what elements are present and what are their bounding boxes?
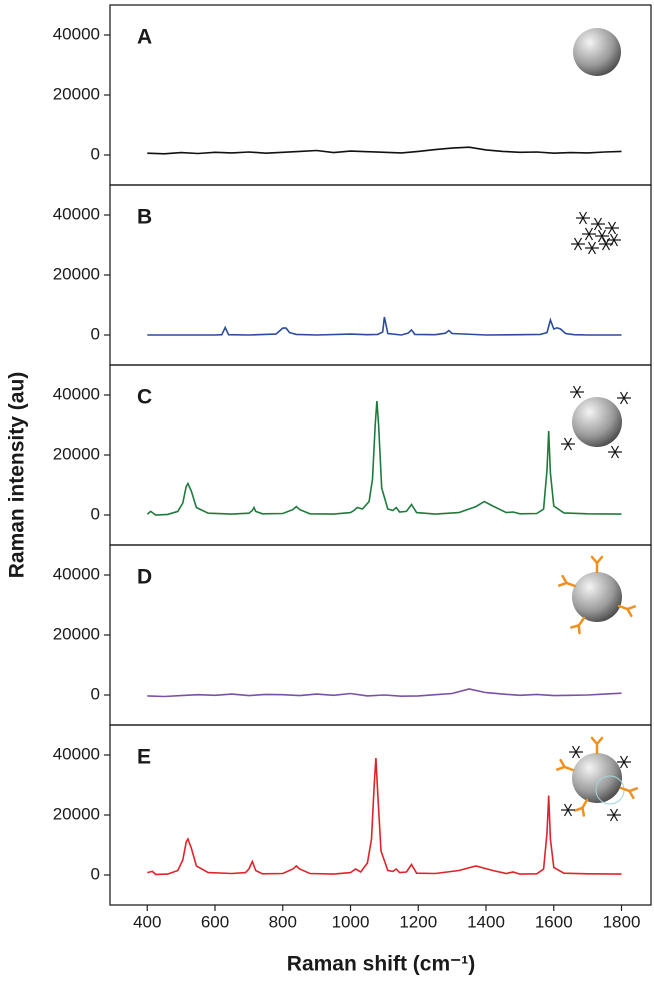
y-tick-label: 20000 xyxy=(53,264,100,283)
x-tick-label: 400 xyxy=(133,912,161,931)
y-axis-label: Raman intensity (au) xyxy=(6,372,29,579)
icons xyxy=(555,28,639,822)
panel-label: A xyxy=(137,26,152,49)
panel-label: B xyxy=(137,206,152,229)
full-conjugate-icon xyxy=(555,736,639,822)
y-tick-label: 20000 xyxy=(53,444,100,463)
y-tick-label: 20000 xyxy=(53,84,100,103)
spectrum-line xyxy=(147,146,622,155)
spectrum-line xyxy=(146,400,622,516)
y-tick-label: 0 xyxy=(91,864,100,883)
x-tick-label: 1800 xyxy=(603,912,641,931)
panel-frame xyxy=(109,184,652,366)
antibody-nanoparticle-icon xyxy=(557,555,637,635)
y-tick-label: 20000 xyxy=(53,804,100,823)
x-tick-label: 1600 xyxy=(535,912,573,931)
spectrum-line xyxy=(147,757,622,876)
y-tick-label: 40000 xyxy=(53,24,100,43)
panel-label: E xyxy=(137,746,151,769)
labeled-nanoparticle-icon xyxy=(560,385,632,459)
x-tick-label: 1200 xyxy=(399,912,437,931)
x-tick-label: 1400 xyxy=(467,912,505,931)
y-tick-label: 0 xyxy=(91,324,100,343)
y-tick-label: 40000 xyxy=(53,744,100,763)
panel-frame xyxy=(109,4,652,186)
reporter-icon xyxy=(570,211,622,255)
y-tick-label: 40000 xyxy=(53,204,100,223)
x-tick-label: 800 xyxy=(269,912,297,931)
x-tick-label: 1000 xyxy=(332,912,370,931)
spectrum-line xyxy=(147,688,622,698)
y-tick-label: 0 xyxy=(91,504,100,523)
x-tick-label: 600 xyxy=(201,912,229,931)
y-tick-label: 0 xyxy=(91,684,100,703)
y-tick-label: 20000 xyxy=(53,624,100,643)
panel-label: D xyxy=(137,566,152,589)
x-axis-label: Raman shift (cm⁻¹) xyxy=(287,953,475,976)
panel-label: C xyxy=(137,386,152,409)
y-tick-label: 40000 xyxy=(53,384,100,403)
panel-frame xyxy=(109,544,652,726)
y-tick-label: 0 xyxy=(91,144,100,163)
y-tick-label: 40000 xyxy=(53,564,100,583)
nanoparticle-icon xyxy=(573,28,621,76)
spectrum-line xyxy=(147,316,622,336)
